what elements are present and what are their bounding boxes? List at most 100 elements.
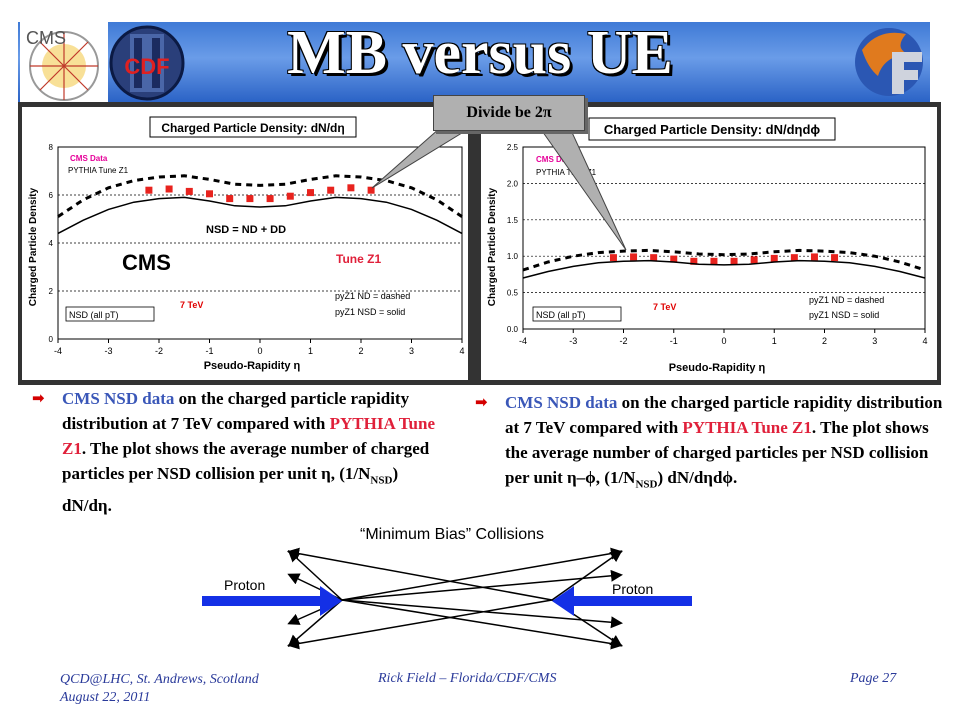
left-chart-title: Charged Particle Density: dN/dη bbox=[161, 121, 344, 135]
data-point bbox=[206, 190, 213, 198]
data-point bbox=[650, 254, 658, 262]
cdf-logo: CDF bbox=[109, 25, 185, 101]
nd-dashed-line bbox=[57, 174, 463, 218]
right-chart-title: Charged Particle Density: dN/dηdϕ bbox=[604, 122, 821, 137]
data-point bbox=[670, 255, 678, 263]
x-tick-label: -1 bbox=[670, 336, 678, 346]
y-tick-label: 8 bbox=[49, 143, 54, 152]
x-tick-label: -4 bbox=[54, 346, 62, 356]
y-tick-label: 0 bbox=[49, 335, 54, 344]
data-point bbox=[750, 256, 758, 264]
left-experiment-label: CMS bbox=[122, 250, 171, 275]
x-tick-label: 4 bbox=[459, 346, 464, 356]
cdf-logo-text: CDF bbox=[124, 54, 169, 79]
x-tick-label: 2 bbox=[358, 346, 363, 356]
bullet-left-text1: on the charged particle rapidity distrib… bbox=[62, 389, 410, 433]
slide-title: MB versus UE bbox=[287, 19, 673, 87]
footer-page: Page 27 bbox=[850, 671, 897, 686]
left-chart: Charged Particle Density: dN/dη 0 2 4 6 8 -4 -… bbox=[28, 116, 465, 372]
proton-left-label: Proton bbox=[224, 577, 265, 593]
bullet-right-text3: ) dN/dηdϕ. bbox=[657, 468, 738, 487]
left-xlabel: Pseudo-Rapidity η bbox=[204, 360, 301, 372]
data-point bbox=[831, 254, 839, 262]
left-energy-label: 7 TeV bbox=[180, 300, 203, 310]
right-legend-data: CMS Data bbox=[536, 155, 574, 164]
nsd-solid-line bbox=[57, 196, 463, 235]
y-tick-label: 2 bbox=[49, 287, 54, 296]
data-point bbox=[367, 186, 375, 194]
data-point bbox=[770, 254, 778, 262]
right-energy-label: 7 TeV bbox=[653, 302, 676, 312]
right-plot-area: Charged Particle Density: dN/dηdϕ 0.0 0.5… bbox=[481, 107, 937, 380]
left-ylabel: Charged Particle Density bbox=[28, 187, 39, 306]
arrow-bullet-icon: ➡ bbox=[32, 389, 45, 407]
data-point bbox=[730, 257, 738, 265]
x-tick-label: -3 bbox=[104, 346, 112, 356]
x-tick-label: 2 bbox=[822, 336, 827, 346]
right-xlabel: Pseudo-Rapidity η bbox=[669, 362, 766, 374]
data-point bbox=[266, 195, 274, 203]
nsd-solid-line bbox=[522, 259, 926, 279]
bullet-left-text2: . The plot shows the average number of c… bbox=[62, 439, 430, 483]
bullet-left-pythia: PYTHIA Tune Z1 bbox=[62, 414, 435, 458]
data-point bbox=[226, 195, 234, 203]
right-ylabel: Charged Particle Density bbox=[487, 187, 498, 306]
data-point bbox=[710, 257, 718, 265]
bullet-right-text2: . The plot shows the average number of c… bbox=[505, 418, 929, 487]
cms-logo-text: CMS bbox=[26, 28, 66, 48]
bullet-right: ➡ CMS NSD data on the charged particle r… bbox=[475, 390, 950, 497]
y-tick-label: 1.5 bbox=[507, 216, 519, 225]
right-nd-legend: pyZ1 ND = dashed bbox=[809, 295, 884, 305]
footer-conference: QCD@LHC, St. Andrews, Scotland bbox=[60, 672, 259, 687]
collision-diagram: “Minimum Bias” Collisions Proton Proton bbox=[202, 526, 692, 650]
data-point bbox=[286, 192, 294, 200]
left-selection-label: NSD (all pT) bbox=[69, 310, 119, 320]
left-legend-data: CMS Data bbox=[70, 154, 108, 163]
bullet-right-pythia: PYTHIA Tune Z1 bbox=[682, 418, 812, 437]
data-point bbox=[165, 185, 173, 193]
x-tick-label: -2 bbox=[619, 336, 627, 346]
data-point bbox=[347, 184, 355, 192]
left-nsd-legend: pyZ1 NSD = solid bbox=[335, 307, 405, 317]
y-tick-label: 0.5 bbox=[507, 289, 519, 298]
x-tick-label: 0 bbox=[721, 336, 726, 346]
x-tick-label: 1 bbox=[308, 346, 313, 356]
x-tick-label: 0 bbox=[257, 346, 262, 356]
right-selection-label: NSD (all pT) bbox=[536, 310, 586, 320]
bullet-left-highlight: CMS NSD data bbox=[62, 389, 175, 408]
arrow-bullet-icon: ➡ bbox=[475, 393, 488, 411]
callout-box: Divide be 2π bbox=[433, 95, 585, 131]
diagram-title: “Minimum Bias” Collisions bbox=[360, 526, 544, 543]
data-point bbox=[810, 253, 818, 261]
cms-logo: CMS bbox=[20, 22, 108, 102]
bullet-left-text3: ) dN/dη. bbox=[62, 464, 399, 516]
y-tick-label: 6 bbox=[49, 191, 54, 200]
bullet-right-text1: on the charged particle rapidity distrib… bbox=[505, 393, 943, 437]
data-point bbox=[690, 257, 698, 265]
nd-dashed-line bbox=[522, 248, 926, 272]
data-point bbox=[185, 187, 193, 195]
x-tick-label: -2 bbox=[155, 346, 163, 356]
y-tick-label: 4 bbox=[49, 239, 54, 248]
right-chart: Charged Particle Density: dN/dηdϕ 0.0 0.5… bbox=[487, 117, 928, 374]
y-tick-label: 1.0 bbox=[507, 252, 519, 261]
x-tick-label: -1 bbox=[205, 346, 213, 356]
x-tick-label: 4 bbox=[922, 336, 927, 346]
y-tick-label: 2.0 bbox=[507, 179, 519, 188]
bullet-left: ➡ CMS NSD data on the charged particle r… bbox=[32, 386, 442, 518]
right-nsd-legend: pyZ1 NSD = solid bbox=[809, 310, 879, 320]
data-point bbox=[307, 189, 314, 197]
bullet-right-sub: NSD bbox=[635, 478, 658, 491]
x-tick-label: -3 bbox=[569, 336, 577, 346]
left-tune-label: Tune Z1 bbox=[336, 252, 381, 266]
bullet-left-sub: NSD bbox=[370, 474, 393, 487]
data-point bbox=[246, 195, 254, 203]
data-point bbox=[790, 254, 798, 262]
data-point bbox=[609, 254, 617, 262]
y-tick-label: 2.5 bbox=[507, 143, 519, 152]
footer-left: QCD@LHC, St. Andrews, Scotland August 22… bbox=[60, 671, 259, 707]
footer-date: August 22, 2011 bbox=[60, 690, 151, 705]
left-plot-area: Charged Particle Density: dN/dη 0 2 4 6 8 -4 -… bbox=[22, 107, 468, 380]
y-tick-label: 0.0 bbox=[507, 325, 519, 334]
left-nd-legend: pyZ1 ND = dashed bbox=[335, 291, 410, 301]
